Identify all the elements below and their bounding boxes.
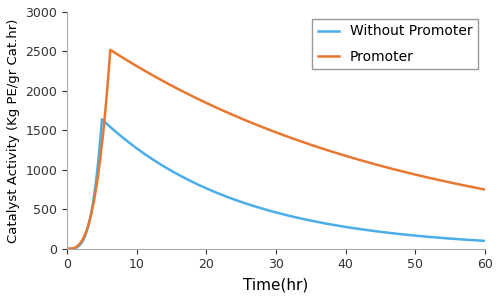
Without Promoter [429, 235, 435, 239]
Promoter [429, 177, 435, 180]
Promoter [108, 48, 114, 52]
Line: Promoter: Promoter [67, 50, 485, 249]
Without Promoter [224, 195, 230, 199]
Without Promoter [242, 202, 248, 205]
Without Promoter [99, 118, 105, 121]
Without Promoter [474, 239, 480, 242]
Without Promoter [482, 239, 488, 243]
Legend: Without Promoter, Promoter: Without Promoter, Promoter [312, 19, 478, 69]
Without Promoter [64, 247, 70, 251]
Promoter [224, 111, 230, 115]
Promoter [474, 186, 480, 190]
Promoter [482, 188, 488, 191]
Promoter [242, 119, 248, 122]
Promoter [136, 66, 142, 70]
Without Promoter [136, 149, 142, 152]
Promoter [112, 51, 118, 55]
X-axis label: Time(hr): Time(hr) [244, 277, 308, 292]
Line: Without Promoter: Without Promoter [67, 119, 485, 249]
Promoter [64, 247, 70, 251]
Without Promoter [112, 129, 118, 133]
Y-axis label: Catalyst Activity (Kg PE/gr Cat.hr): Catalyst Activity (Kg PE/gr Cat.hr) [7, 18, 20, 242]
